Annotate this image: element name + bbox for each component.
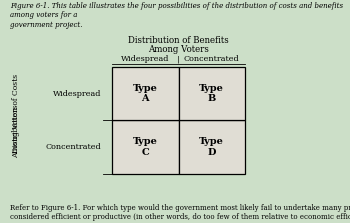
Bar — [178, 67, 245, 120]
Text: Concentrated: Concentrated — [184, 55, 239, 63]
Text: Type
D: Type D — [199, 138, 224, 157]
Bar — [112, 67, 178, 120]
Text: Type
A: Type A — [133, 84, 158, 103]
Bar — [112, 120, 178, 174]
Text: Distribution of Costs: Distribution of Costs — [12, 74, 20, 153]
Text: Distribution of Benefits: Distribution of Benefits — [128, 36, 229, 45]
Text: Figure 6-1. This table illustrates the four possibilities of the distribution of: Figure 6-1. This table illustrates the f… — [10, 2, 344, 29]
Text: Among Voters: Among Voters — [12, 105, 20, 158]
Text: Among Voters: Among Voters — [148, 45, 209, 54]
Text: Concentrated: Concentrated — [46, 143, 102, 151]
Text: Widespread: Widespread — [121, 55, 169, 63]
Text: Widespread: Widespread — [53, 90, 102, 98]
Text: Refer to Figure 6-1. For which type would the government most likely fail to und: Refer to Figure 6-1. For which type woul… — [10, 204, 350, 221]
Bar — [178, 120, 245, 174]
Text: Type
B: Type B — [199, 84, 224, 103]
Text: |: | — [177, 55, 180, 63]
Text: Type
C: Type C — [133, 138, 158, 157]
